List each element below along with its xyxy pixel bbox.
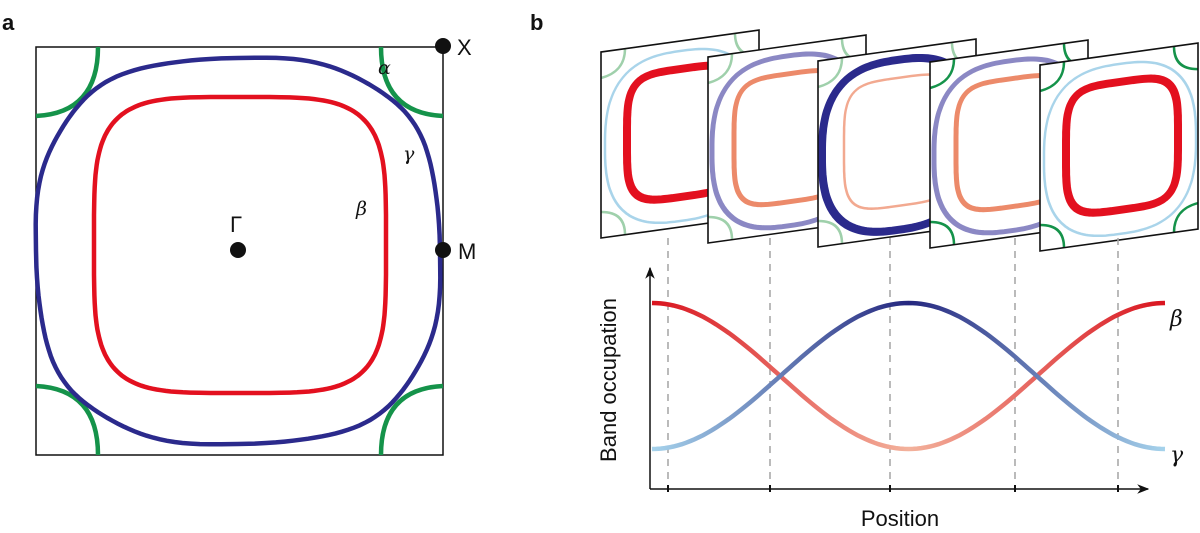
panel-a: a X M Γ α γ β xyxy=(2,10,476,456)
panel-b-label: b xyxy=(530,10,543,35)
slice-5 xyxy=(1039,42,1199,252)
m-point-label: M xyxy=(458,239,476,264)
alpha-pocket xyxy=(378,383,444,456)
beta-contour xyxy=(1062,74,1182,217)
position-guides xyxy=(667,238,1119,492)
slice-frame xyxy=(1039,42,1199,252)
alpha-pocket xyxy=(35,383,101,456)
alpha-pocket xyxy=(929,58,956,90)
alpha-pocket xyxy=(1039,61,1066,93)
gamma-contour xyxy=(1042,60,1198,238)
gamma-band-label: γ xyxy=(403,143,415,165)
alpha-pocket xyxy=(1172,46,1199,71)
alpha-pocket xyxy=(817,219,844,244)
alpha-pocket xyxy=(35,46,101,119)
alpha-pocket xyxy=(600,48,627,80)
gamma-point-marker xyxy=(230,242,246,258)
panel-a-label: a xyxy=(2,10,15,35)
gamma-fermi-surface xyxy=(33,55,443,447)
alpha-pocket xyxy=(929,220,956,245)
y-axis-label: Band occupation xyxy=(596,298,621,462)
alpha-pocket xyxy=(600,210,627,235)
alpha-pockets xyxy=(35,46,444,456)
x-point-label: X xyxy=(457,35,472,60)
alpha-pocket xyxy=(707,215,734,240)
panel-b: b β γ Position Band occupation xyxy=(530,10,1199,531)
alpha-pocket xyxy=(1172,201,1199,233)
x-axis-label: Position xyxy=(861,506,939,531)
gamma-curve-label: γ xyxy=(1170,443,1184,468)
x-point-marker xyxy=(435,38,451,54)
gamma-point-label: Γ xyxy=(230,212,242,237)
alpha-pocket xyxy=(1039,223,1066,248)
beta-curve-label: β xyxy=(1169,307,1183,332)
alpha-pocket xyxy=(817,57,844,89)
fermi-surface-slices xyxy=(600,29,1199,252)
alpha-pocket xyxy=(378,46,444,119)
m-point-marker xyxy=(435,242,451,258)
gamma-occupation-curve xyxy=(651,300,1166,452)
beta-band-label: β xyxy=(355,198,367,220)
alpha-pocket xyxy=(707,53,734,85)
beta-occupation-curve xyxy=(651,300,1166,452)
alpha-label: α xyxy=(378,57,391,79)
beta-fermi-surface xyxy=(91,94,389,396)
